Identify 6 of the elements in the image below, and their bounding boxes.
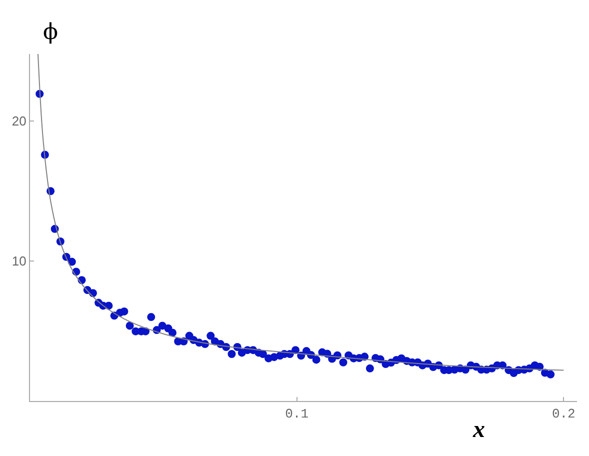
y-axis-title: ϕ [43,20,58,45]
x-tick-label: 0.1 [285,406,309,422]
x-tick-label: 0.2 [552,406,576,422]
y-tick-label: 20 [12,114,26,129]
x-axis-title: x [472,417,485,443]
y-tick-label: 10 [12,254,26,269]
